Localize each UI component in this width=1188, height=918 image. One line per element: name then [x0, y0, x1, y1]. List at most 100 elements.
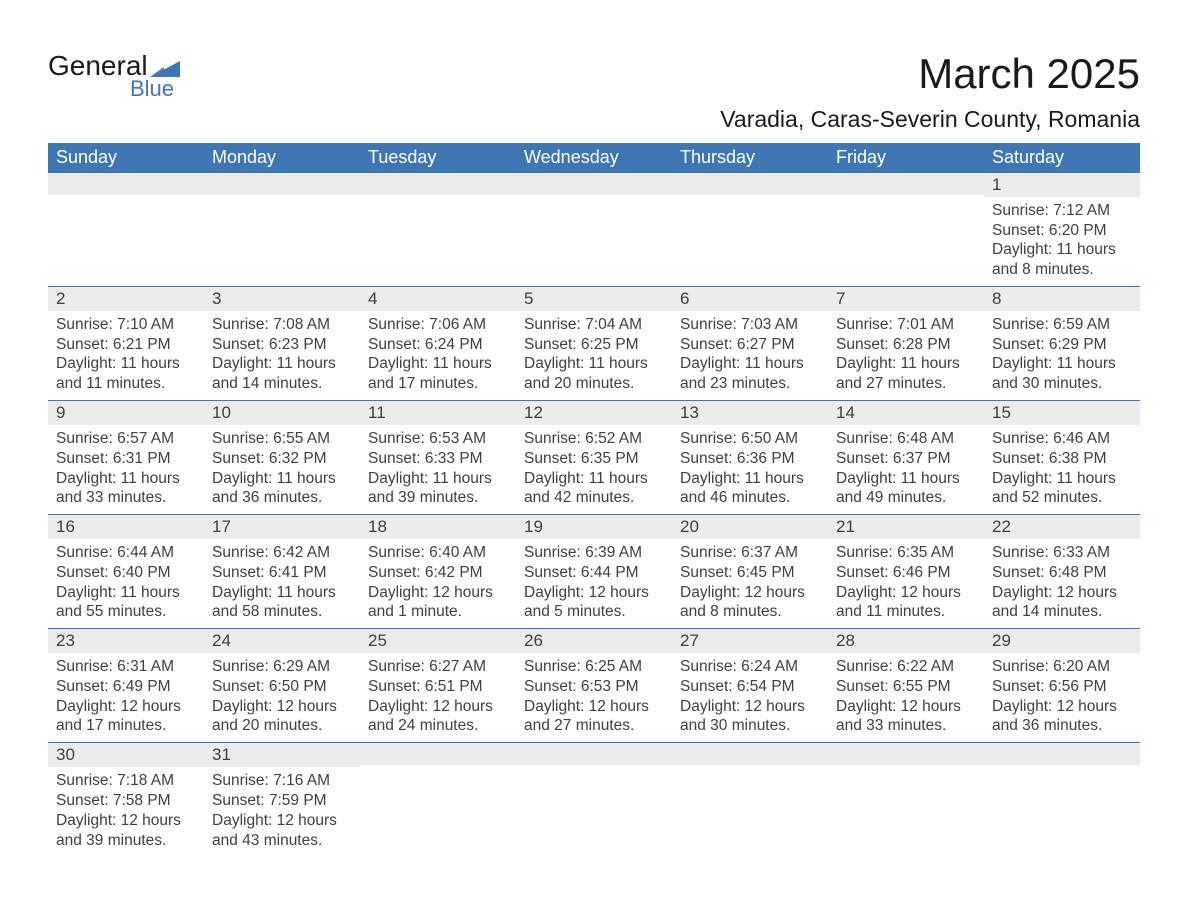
sunset-text: Sunset: 6:23 PM [212, 335, 352, 355]
day-number: 12 [516, 401, 672, 425]
daylight-text: Daylight: 11 hours [524, 469, 664, 489]
sunrise-text: Sunrise: 6:44 AM [56, 543, 196, 563]
weekday-header: Sunday [48, 143, 204, 173]
day-body: Sunrise: 6:52 AMSunset: 6:35 PMDaylight:… [516, 425, 672, 514]
day-body: Sunrise: 6:40 AMSunset: 6:42 PMDaylight:… [360, 539, 516, 628]
calendar-cell: 22Sunrise: 6:33 AMSunset: 6:48 PMDayligh… [984, 515, 1140, 629]
daylight-text: Daylight: 12 hours [212, 811, 352, 831]
daylight-text: and 36 minutes. [212, 488, 352, 508]
daylight-text: and 58 minutes. [212, 602, 352, 622]
daylight-text: Daylight: 11 hours [992, 354, 1132, 374]
daylight-text: Daylight: 12 hours [368, 583, 508, 603]
sunset-text: Sunset: 6:27 PM [680, 335, 820, 355]
sunrise-text: Sunrise: 6:50 AM [680, 429, 820, 449]
sunrise-text: Sunrise: 6:31 AM [56, 657, 196, 677]
day-number: 23 [48, 629, 204, 653]
day-number: 22 [984, 515, 1140, 539]
calendar-table: SundayMondayTuesdayWednesdayThursdayFrid… [48, 143, 1140, 856]
sunrise-text: Sunrise: 6:27 AM [368, 657, 508, 677]
day-body: Sunrise: 7:06 AMSunset: 6:24 PMDaylight:… [360, 311, 516, 400]
sunrise-text: Sunrise: 6:39 AM [524, 543, 664, 563]
daylight-text: Daylight: 11 hours [992, 240, 1132, 260]
day-body: Sunrise: 6:33 AMSunset: 6:48 PMDaylight:… [984, 539, 1140, 628]
day-number: 5 [516, 287, 672, 311]
location-text: Varadia, Caras-Severin County, Romania [720, 106, 1140, 133]
daylight-text: Daylight: 12 hours [836, 697, 976, 717]
daylight-text: and 39 minutes. [56, 831, 196, 851]
calendar-cell: 11Sunrise: 6:53 AMSunset: 6:33 PMDayligh… [360, 401, 516, 515]
day-number [48, 173, 204, 195]
sunset-text: Sunset: 6:50 PM [212, 677, 352, 697]
calendar-cell: 6Sunrise: 7:03 AMSunset: 6:27 PMDaylight… [672, 287, 828, 401]
daylight-text: Daylight: 12 hours [992, 583, 1132, 603]
calendar-cell: 26Sunrise: 6:25 AMSunset: 6:53 PMDayligh… [516, 629, 672, 743]
sunrise-text: Sunrise: 7:06 AM [368, 315, 508, 335]
calendar-cell: 31Sunrise: 7:16 AMSunset: 7:59 PMDayligh… [204, 743, 360, 857]
daylight-text: and 8 minutes. [680, 602, 820, 622]
calendar-cell: 30Sunrise: 7:18 AMSunset: 7:58 PMDayligh… [48, 743, 204, 857]
sunrise-text: Sunrise: 6:22 AM [836, 657, 976, 677]
daylight-text: and 14 minutes. [212, 374, 352, 394]
day-body: Sunrise: 6:48 AMSunset: 6:37 PMDaylight:… [828, 425, 984, 514]
calendar-cell: 10Sunrise: 6:55 AMSunset: 6:32 PMDayligh… [204, 401, 360, 515]
day-body: Sunrise: 6:20 AMSunset: 6:56 PMDaylight:… [984, 653, 1140, 742]
sunset-text: Sunset: 6:42 PM [368, 563, 508, 583]
calendar-cell: 19Sunrise: 6:39 AMSunset: 6:44 PMDayligh… [516, 515, 672, 629]
calendar-cell: 4Sunrise: 7:06 AMSunset: 6:24 PMDaylight… [360, 287, 516, 401]
day-body: Sunrise: 6:50 AMSunset: 6:36 PMDaylight:… [672, 425, 828, 514]
daylight-text: and 42 minutes. [524, 488, 664, 508]
sunset-text: Sunset: 6:54 PM [680, 677, 820, 697]
sunset-text: Sunset: 6:31 PM [56, 449, 196, 469]
weekday-header: Friday [828, 143, 984, 173]
sunrise-text: Sunrise: 6:46 AM [992, 429, 1132, 449]
sunrise-text: Sunrise: 7:16 AM [212, 771, 352, 791]
sunrise-text: Sunrise: 6:25 AM [524, 657, 664, 677]
daylight-text: and 14 minutes. [992, 602, 1132, 622]
day-body: Sunrise: 7:03 AMSunset: 6:27 PMDaylight:… [672, 311, 828, 400]
calendar-cell [516, 743, 672, 857]
sunrise-text: Sunrise: 6:35 AM [836, 543, 976, 563]
sunrise-text: Sunrise: 6:52 AM [524, 429, 664, 449]
daylight-text: and 20 minutes. [212, 716, 352, 736]
header: General Blue March 2025 Varadia, Caras-S… [48, 50, 1140, 133]
day-number: 9 [48, 401, 204, 425]
day-number: 27 [672, 629, 828, 653]
day-body: Sunrise: 6:53 AMSunset: 6:33 PMDaylight:… [360, 425, 516, 514]
calendar-cell: 24Sunrise: 6:29 AMSunset: 6:50 PMDayligh… [204, 629, 360, 743]
day-body: Sunrise: 6:57 AMSunset: 6:31 PMDaylight:… [48, 425, 204, 514]
calendar-cell: 27Sunrise: 6:24 AMSunset: 6:54 PMDayligh… [672, 629, 828, 743]
calendar-cell: 15Sunrise: 6:46 AMSunset: 6:38 PMDayligh… [984, 401, 1140, 515]
day-number: 8 [984, 287, 1140, 311]
sunset-text: Sunset: 6:24 PM [368, 335, 508, 355]
daylight-text: and 39 minutes. [368, 488, 508, 508]
calendar-cell [672, 743, 828, 857]
day-number: 24 [204, 629, 360, 653]
calendar-cell: 14Sunrise: 6:48 AMSunset: 6:37 PMDayligh… [828, 401, 984, 515]
daylight-text: Daylight: 12 hours [524, 583, 664, 603]
sunset-text: Sunset: 6:56 PM [992, 677, 1132, 697]
calendar-cell [204, 173, 360, 287]
daylight-text: and 24 minutes. [368, 716, 508, 736]
day-body: Sunrise: 6:59 AMSunset: 6:29 PMDaylight:… [984, 311, 1140, 400]
calendar-cell: 9Sunrise: 6:57 AMSunset: 6:31 PMDaylight… [48, 401, 204, 515]
daylight-text: Daylight: 11 hours [680, 354, 820, 374]
calendar-cell: 16Sunrise: 6:44 AMSunset: 6:40 PMDayligh… [48, 515, 204, 629]
daylight-text: and 8 minutes. [992, 260, 1132, 280]
daylight-text: Daylight: 11 hours [212, 469, 352, 489]
sunset-text: Sunset: 6:51 PM [368, 677, 508, 697]
sunset-text: Sunset: 6:44 PM [524, 563, 664, 583]
day-number: 17 [204, 515, 360, 539]
day-number: 11 [360, 401, 516, 425]
sunset-text: Sunset: 6:40 PM [56, 563, 196, 583]
day-body: Sunrise: 6:31 AMSunset: 6:49 PMDaylight:… [48, 653, 204, 742]
day-body: Sunrise: 7:12 AMSunset: 6:20 PMDaylight:… [984, 197, 1140, 286]
day-body: Sunrise: 7:10 AMSunset: 6:21 PMDaylight:… [48, 311, 204, 400]
calendar-body: 1Sunrise: 7:12 AMSunset: 6:20 PMDaylight… [48, 173, 1140, 857]
calendar-week-row: 30Sunrise: 7:18 AMSunset: 7:58 PMDayligh… [48, 743, 1140, 857]
daylight-text: Daylight: 11 hours [836, 354, 976, 374]
day-number: 26 [516, 629, 672, 653]
sunset-text: Sunset: 6:55 PM [836, 677, 976, 697]
weekday-header: Tuesday [360, 143, 516, 173]
day-number: 18 [360, 515, 516, 539]
calendar-cell: 1Sunrise: 7:12 AMSunset: 6:20 PMDaylight… [984, 173, 1140, 287]
